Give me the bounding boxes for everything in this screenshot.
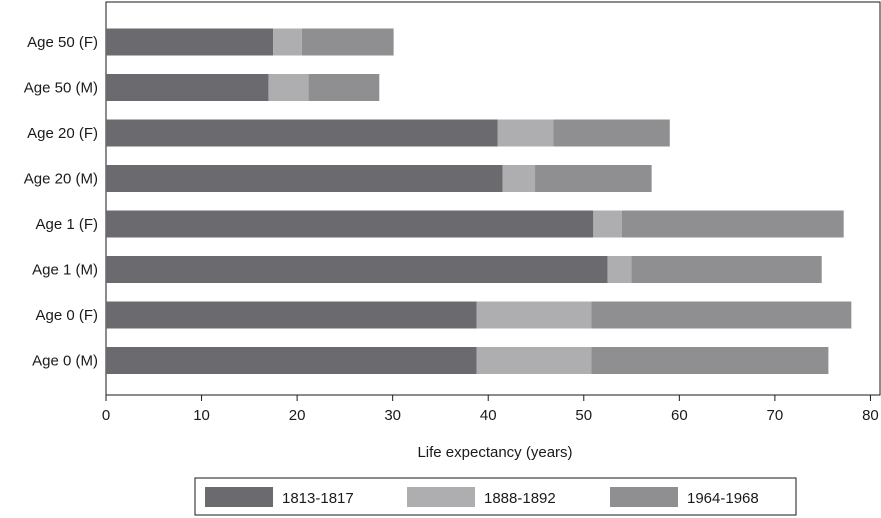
bar-segment (268, 74, 309, 101)
bar-segment (622, 210, 844, 238)
legend-swatch (610, 487, 678, 507)
y-tick-label: Age 20 (M) (24, 171, 98, 188)
x-tick-label: 80 (862, 407, 879, 424)
x-axis-title: Life expectancy (years) (417, 444, 572, 461)
x-tick-label: 50 (575, 407, 592, 424)
y-tick-label: Age 50 (F) (27, 34, 98, 51)
bar-segment (593, 210, 622, 238)
bar-segment (553, 119, 670, 147)
x-tick-label: 0 (102, 407, 110, 424)
bar-segment (106, 256, 608, 283)
x-tick-label: 40 (480, 407, 497, 424)
legend: 1813-1817 1888-1892 1964-1968 (194, 477, 797, 516)
bar-segment (535, 165, 652, 192)
bar-segment (106, 301, 477, 329)
bar-segment (591, 347, 829, 374)
plot-frame (105, 1, 881, 396)
y-tick-label: Age 1 (M) (32, 262, 98, 279)
legend-label: 1964-1968 (687, 490, 759, 507)
x-tick-label: 20 (289, 407, 306, 424)
bar-segment (476, 347, 592, 374)
y-tick-label: Age 0 (F) (35, 307, 98, 324)
legend-swatch (205, 487, 273, 507)
y-tick-label: Age 50 (M) (24, 80, 98, 97)
bar-segment (591, 301, 852, 329)
bar-segment (502, 165, 536, 192)
bar-segment (273, 28, 302, 56)
bar-segment (106, 347, 477, 374)
x-axis: 0 10 20 30 40 50 60 70 80 (102, 395, 879, 424)
bar-segment (607, 256, 632, 283)
bar-segment (631, 256, 822, 283)
legend-box (194, 477, 797, 516)
x-tick-label: 60 (671, 407, 688, 424)
y-tick-label: Age 20 (F) (27, 125, 98, 142)
bar-segment (497, 119, 554, 147)
bar-segment (106, 28, 274, 56)
bar-segment (308, 74, 380, 101)
bars-layer (106, 28, 852, 374)
x-tick-label: 30 (384, 407, 401, 424)
bar-segment (106, 210, 594, 238)
bar-segment (476, 301, 592, 329)
bar-segment (106, 165, 503, 192)
bar-segment (106, 74, 269, 101)
y-tick-label: Age 0 (M) (32, 353, 98, 370)
legend-label: 1813-1817 (282, 490, 354, 507)
x-tick-label: 10 (193, 407, 210, 424)
x-tick-label: 70 (767, 407, 784, 424)
bar-segment (106, 119, 498, 147)
legend-label: 1888-1892 (484, 490, 556, 507)
y-tick-label: Age 1 (F) (35, 216, 98, 233)
y-axis-labels: Age 50 (F) Age 50 (M) Age 20 (F) Age 20 (M)… (24, 34, 98, 370)
legend-swatch (407, 487, 475, 507)
bar-segment (301, 28, 394, 56)
